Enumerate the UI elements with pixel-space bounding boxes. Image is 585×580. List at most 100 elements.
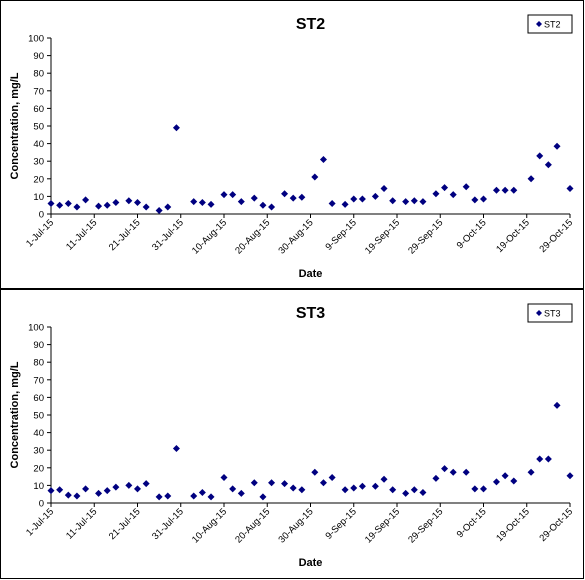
data-point [281,190,289,198]
y-tick-label: 40 [33,428,44,439]
data-point [229,191,237,199]
y-axis-label: Concentration, mg/L [9,72,21,179]
x-tick-label: 19-Sep-15 [363,506,402,545]
legend-label: ST3 [544,309,561,319]
y-tick-label: 90 [33,340,44,351]
data-point [207,493,215,501]
data-point [536,455,544,463]
data-point [402,198,410,206]
data-point [432,474,440,482]
y-axis-label: Concentration, mg/L [9,361,21,468]
data-point [536,152,544,160]
data-point [95,489,103,497]
x-tick-label: 19-Oct-15 [494,217,532,255]
x-tick-label: 31-Jul-15 [150,217,186,253]
data-point [432,190,440,198]
data-point [389,486,397,494]
data-point [328,473,336,481]
x-tick-label: 29-Oct-15 [537,217,575,255]
data-point [380,475,388,483]
data-point [250,479,258,487]
data-point [566,184,574,192]
y-tick-label: 30 [33,157,44,168]
data-point [553,142,561,150]
legend-marker [536,21,542,27]
data-point [164,492,172,500]
chart-panel-st2: ST2 0 10 20 30 40 50 60 70 80 90 100 1-Jul-15 11-Jul-… [0,0,584,289]
data-point [134,485,141,493]
x-tick-label: 29-Sep-15 [406,506,445,545]
data-point [289,194,297,202]
data-point [190,492,198,500]
y-tick-label: 0 [39,499,44,510]
data-point [298,193,306,201]
data-point [112,199,120,207]
y-tick-label: 50 [33,122,44,133]
chart-panel-st3: ST3 0 10 20 30 40 50 60 70 80 90 100 1-Jul-15 11-Jul-… [0,289,584,579]
data-point [73,492,81,500]
x-tick-label: 20-Aug-15 [233,506,272,545]
data-point [319,479,327,487]
x-tick-label: 10-Aug-15 [190,506,229,545]
data-point [311,173,319,181]
data-point [380,184,388,192]
x-tick-label: 19-Oct-15 [494,506,532,544]
data-point [95,202,103,210]
legend-marker [536,310,542,316]
data-point [341,486,349,494]
data-point [328,199,336,207]
data-point [449,191,457,199]
data-point [268,479,276,487]
data-point [198,199,206,207]
data-point [544,161,552,169]
data-point [125,481,133,489]
data-point [289,484,297,492]
y-tick-label: 60 [33,104,44,115]
x-axis-label: Date [299,268,323,280]
y-tick-label: 70 [33,375,44,386]
y-tick-label: 10 [33,481,44,492]
legend-label: ST2 [544,20,561,30]
x-tick-label: 11-Jul-15 [64,506,99,541]
data-point [341,200,349,208]
data-point [73,203,81,211]
data-point [56,486,64,494]
x-tick-label: 29-Oct-15 [537,506,575,544]
x-tick-label: 30-Aug-15 [276,506,315,545]
data-point [510,186,518,194]
x-tick-label: 30-Aug-15 [276,217,315,256]
data-point [298,486,306,494]
x-tick-label: 29-Sep-15 [406,217,445,256]
data-point [281,480,289,488]
data-point [198,488,206,496]
data-point [410,197,418,205]
data-point [311,468,319,476]
data-point [172,444,180,452]
x-tick-label: 9-Sep-15 [323,217,358,252]
data-point [125,197,133,205]
x-tick-label: 9-Sep-15 [323,506,358,541]
data-point [527,175,535,183]
data-point [259,493,267,501]
y-tick-label: 100 [28,323,44,334]
y-tick-label: 20 [33,174,44,185]
chart-title: ST3 [296,305,325,322]
data-point [190,198,198,206]
data-point [510,477,518,485]
x-axis-label: Date [299,557,323,569]
x-tick-label: 19-Sep-15 [363,217,402,256]
data-point [229,485,237,493]
y-tick-label: 10 [33,192,44,203]
chart-st3: ST3 0 10 20 30 40 50 60 70 80 90 100 1-Jul-15 11-Jul-… [9,303,575,569]
legend: ST3 [527,303,573,323]
data-point [480,485,487,493]
x-tick-label: 10-Aug-15 [190,217,229,256]
x-tick-label: 11-Jul-15 [64,217,99,252]
data-point [492,186,500,194]
data-point [419,198,427,206]
data-point [358,195,366,203]
data-point [64,199,72,207]
x-tick-label: 21-Jul-15 [107,506,143,542]
data-point [471,485,479,493]
y-tick-label: 20 [33,463,44,474]
